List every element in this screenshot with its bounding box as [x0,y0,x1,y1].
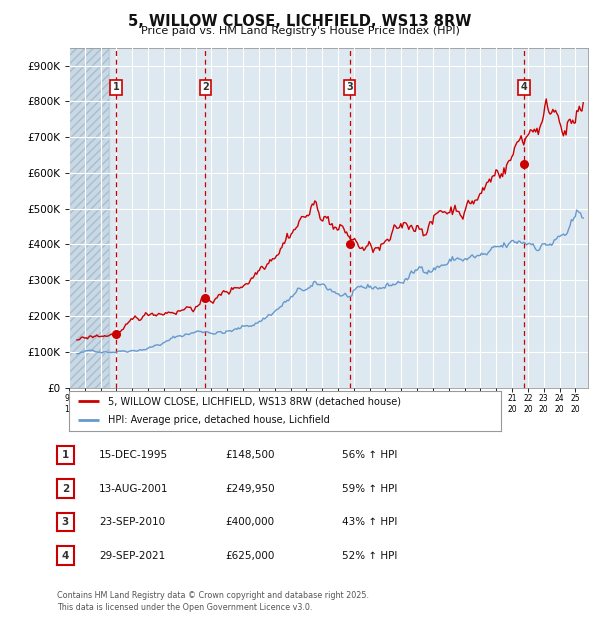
Bar [69,48,109,388]
Text: 4: 4 [521,82,527,92]
Text: 5, WILLOW CLOSE, LICHFIELD, WS13 8RW (detached house): 5, WILLOW CLOSE, LICHFIELD, WS13 8RW (de… [108,396,401,407]
Text: HPI: Average price, detached house, Lichfield: HPI: Average price, detached house, Lich… [108,415,329,425]
Bar [69,48,109,388]
Text: 2: 2 [62,484,69,494]
Text: 3: 3 [346,82,353,92]
Text: 5, WILLOW CLOSE, LICHFIELD, WS13 8RW: 5, WILLOW CLOSE, LICHFIELD, WS13 8RW [128,14,472,29]
Text: 43% ↑ HPI: 43% ↑ HPI [342,517,397,527]
Text: 1: 1 [112,82,119,92]
Text: Price paid vs. HM Land Registry's House Price Index (HPI): Price paid vs. HM Land Registry's House … [140,26,460,36]
Text: 52% ↑ HPI: 52% ↑ HPI [342,551,397,560]
Text: £625,000: £625,000 [225,551,274,560]
Text: 13-AUG-2001: 13-AUG-2001 [99,484,169,494]
Text: 23-SEP-2010: 23-SEP-2010 [99,517,165,527]
Text: 3: 3 [62,517,69,527]
Text: 56% ↑ HPI: 56% ↑ HPI [342,450,397,460]
Text: 2: 2 [202,82,209,92]
Text: 1: 1 [62,450,69,460]
Text: 29-SEP-2021: 29-SEP-2021 [99,551,165,560]
Text: Contains HM Land Registry data © Crown copyright and database right 2025.
This d: Contains HM Land Registry data © Crown c… [57,591,369,612]
Text: £400,000: £400,000 [225,517,274,527]
Text: £249,950: £249,950 [225,484,275,494]
Text: 4: 4 [62,551,69,560]
Text: 59% ↑ HPI: 59% ↑ HPI [342,484,397,494]
Text: 15-DEC-1995: 15-DEC-1995 [99,450,168,460]
Text: £148,500: £148,500 [225,450,275,460]
